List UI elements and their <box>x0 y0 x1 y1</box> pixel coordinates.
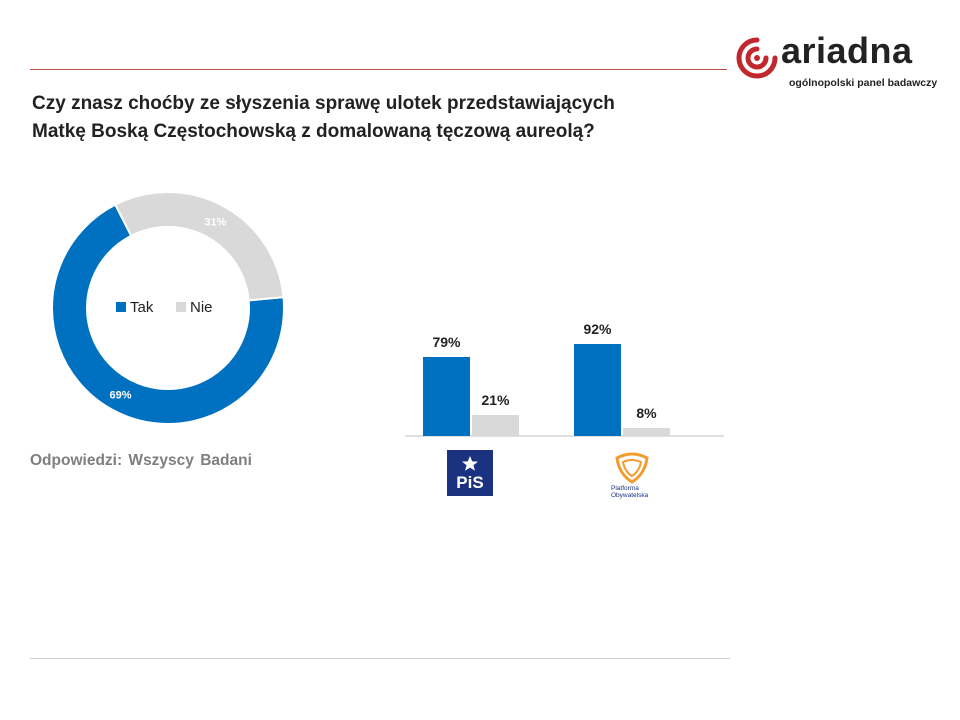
donut-slice-nie <box>113 191 285 302</box>
bar-pis-nie <box>472 415 519 436</box>
ariadna-swirl-icon <box>736 37 778 79</box>
platforma-obywatelska-logo-icon: Platforma Obywatelska <box>605 448 659 500</box>
footer-rule <box>30 658 730 659</box>
logo-tagline: ogólnopolski panel badawczy <box>789 77 938 89</box>
bar-po-tak <box>574 344 621 436</box>
bar-pis-tak <box>423 357 470 436</box>
donut-label-nie: 31% <box>204 217 226 229</box>
donut-chart: 69% 31% Tak Nie <box>51 191 285 425</box>
po-logo-text-1: Platforma <box>611 485 639 492</box>
header-rule <box>30 69 727 70</box>
logo-wordmark: ariadna <box>781 30 913 71</box>
bar-label-pis-nie: 21% <box>481 392 510 408</box>
title-line-2: Matkę Boską Częstochowską z domalowaną t… <box>32 121 595 142</box>
bar-chart: 79% 21% 92% 8% <box>405 321 724 437</box>
chart-title: Czy znasz choćby ze słyszenia sprawę ulo… <box>32 90 712 146</box>
title-line-1: Czy znasz choćby ze słyszenia sprawę ulo… <box>32 93 615 114</box>
legend-label-nie: Nie <box>190 299 213 316</box>
pis-logo-text: PiS <box>456 473 483 492</box>
bar-label-pis-tak: 79% <box>432 334 461 350</box>
legend-label-tak: Tak <box>130 299 154 316</box>
bar-label-po-tak: 92% <box>583 321 612 337</box>
bar-po-nie <box>623 428 670 436</box>
footnote: Odpowiedzi: Wszyscy Badani <box>30 452 252 469</box>
donut-slice-tak <box>51 203 285 425</box>
pis-logo-icon: PiS <box>447 450 493 496</box>
bar-label-po-nie: 8% <box>636 405 657 421</box>
legend-swatch-tak <box>116 302 126 312</box>
legend-swatch-nie <box>176 302 186 312</box>
po-logo-text-2: Obywatelska <box>611 492 649 499</box>
donut-label-tak: 69% <box>110 389 132 401</box>
ariadna-logo: ariadna ogólnopolski panel badawczy <box>735 30 950 92</box>
